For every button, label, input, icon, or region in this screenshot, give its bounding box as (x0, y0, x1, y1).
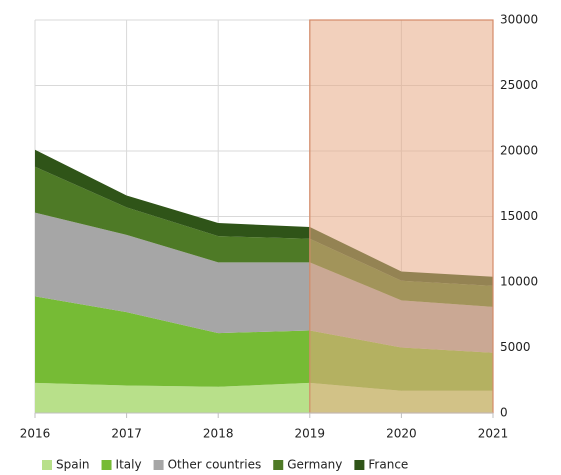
legend-swatch (101, 460, 112, 470)
x-tick-label: 2018 (203, 427, 234, 441)
y-tick-label: 0 (500, 406, 508, 420)
legend-label: France (368, 458, 408, 472)
y-tick-label: 15000 (500, 209, 538, 223)
y-tick-label: 25000 (500, 78, 538, 92)
legend-label: Germany (287, 458, 342, 472)
y-tick-label: 10000 (500, 275, 538, 289)
x-tick-label: 2019 (295, 427, 326, 441)
x-tick-label: 2020 (386, 427, 417, 441)
legend-swatch (42, 460, 52, 470)
y-tick-label: 30000 (500, 13, 538, 27)
legend-swatch (153, 460, 164, 470)
x-tick-label: 2021 (478, 427, 509, 441)
legend-label: Other countries (168, 458, 262, 472)
legend-swatch (273, 460, 284, 470)
forecast-shade (309, 19, 494, 414)
legend-swatch (354, 460, 365, 470)
y-tick-label: 20000 (500, 144, 538, 158)
legend-label: Italy (116, 458, 142, 472)
y-tick-label: 5000 (500, 340, 531, 354)
x-tick-label: 2017 (111, 427, 142, 441)
x-tick-label: 2016 (20, 427, 51, 441)
legend-label: Spain (56, 458, 90, 472)
